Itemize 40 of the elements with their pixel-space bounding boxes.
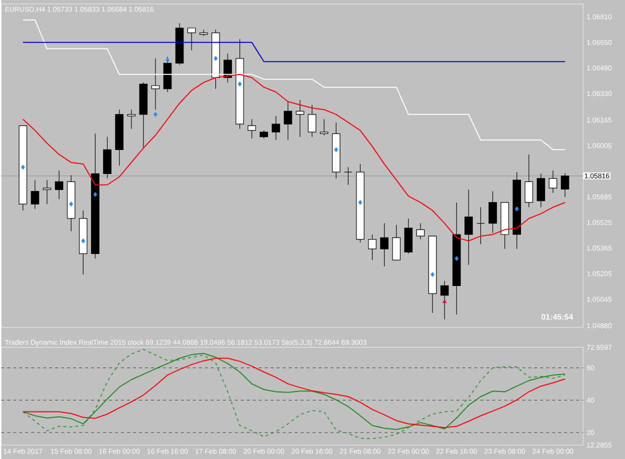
candlestick	[272, 116, 280, 140]
point	[334, 147, 338, 152]
candlestick	[187, 28, 196, 51]
candlestick	[392, 224, 401, 260]
point	[454, 256, 459, 261]
candlestick	[30, 180, 40, 210]
candlestick	[380, 222, 388, 267]
candlestick	[224, 53, 232, 83]
point	[238, 81, 242, 86]
candlestick	[464, 189, 473, 266]
candlestick	[560, 172, 570, 198]
candlestick	[548, 170, 558, 194]
point	[514, 206, 519, 212]
candlestick	[476, 206, 485, 244]
candlestick	[42, 180, 52, 204]
candlestick	[536, 173, 546, 208]
point	[214, 56, 218, 61]
candlestick	[416, 222, 425, 240]
candlestick	[524, 154, 534, 208]
point	[442, 299, 447, 304]
point	[430, 272, 434, 277]
candlestick	[127, 109, 136, 130]
point	[93, 192, 98, 197]
point	[81, 238, 86, 244]
candlestick	[54, 170, 64, 200]
candlestick	[320, 118, 328, 136]
candlestick	[440, 280, 449, 320]
candlestick	[488, 190, 497, 234]
candlestick	[248, 118, 256, 139]
candlestick	[284, 101, 292, 140]
point	[154, 112, 158, 117]
candlestick	[368, 234, 376, 260]
point	[69, 202, 74, 207]
point	[166, 57, 170, 62]
candlestick	[344, 166, 352, 186]
candlestick	[308, 104, 316, 138]
candlestick	[296, 100, 304, 138]
candlestick	[151, 58, 160, 110]
point	[21, 164, 25, 170]
point	[358, 200, 362, 205]
